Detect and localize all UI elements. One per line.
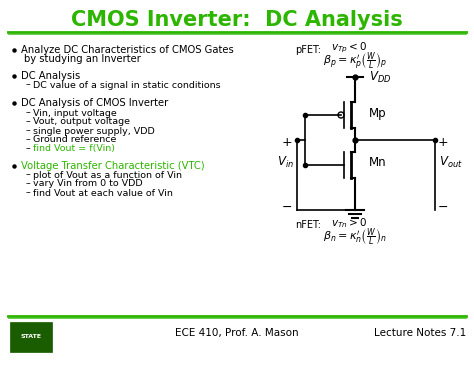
Text: STATE: STATE [20,335,42,340]
Text: –: – [26,171,31,179]
Text: Mn: Mn [369,157,387,169]
Text: –: – [26,179,31,188]
Text: nFET:: nFET: [295,220,321,230]
Text: $V_{DD}$: $V_{DD}$ [369,70,392,85]
Text: find Vout = f(Vin): find Vout = f(Vin) [33,145,115,153]
Text: –: – [26,145,31,153]
Text: find Vout at each value of Vin: find Vout at each value of Vin [33,188,173,198]
Text: Vin, input voltage: Vin, input voltage [33,108,117,117]
Text: –: – [26,135,31,145]
Text: Lecture Notes 7.1: Lecture Notes 7.1 [374,328,466,338]
Text: $V_{out}$: $V_{out}$ [439,154,463,169]
Text: Voltage Transfer Characteristic (VTC): Voltage Transfer Characteristic (VTC) [21,161,205,171]
Text: CMOS Inverter:  DC Analysis: CMOS Inverter: DC Analysis [71,10,403,30]
Text: –: – [26,188,31,198]
Text: DC Analysis: DC Analysis [21,71,80,81]
Text: DC Analysis of CMOS Inverter: DC Analysis of CMOS Inverter [21,98,168,108]
Text: vary Vin from 0 to VDD: vary Vin from 0 to VDD [33,179,143,188]
Text: –: – [26,108,31,117]
Text: single power supply, VDD: single power supply, VDD [33,127,155,135]
Text: ECE 410, Prof. A. Mason: ECE 410, Prof. A. Mason [175,328,299,338]
Text: –: – [26,117,31,127]
Text: $v_{Tn} > 0$: $v_{Tn} > 0$ [331,216,367,230]
Text: $\beta_n = \kappa^\prime_n \left(\frac{W}{L}\right)_n$: $\beta_n = \kappa^\prime_n \left(\frac{W… [323,227,387,247]
Text: plot of Vout as a function of Vin: plot of Vout as a function of Vin [33,171,182,179]
Text: −: − [438,201,448,213]
Text: Mp: Mp [369,107,387,120]
Text: $v_{Tp} < 0$: $v_{Tp} < 0$ [331,41,367,55]
Text: −: − [282,201,292,213]
Text: –: – [26,127,31,135]
Text: Vout, output voltage: Vout, output voltage [33,117,130,127]
Text: pFET:: pFET: [295,45,321,55]
Text: +: + [438,137,448,149]
Text: Ground reference: Ground reference [33,135,117,145]
Text: +: + [282,137,292,149]
Text: $\beta_p = \kappa^\prime_p \left(\frac{W}{L}\right)_p$: $\beta_p = \kappa^\prime_p \left(\frac{W… [323,51,387,73]
Text: by studying an Inverter: by studying an Inverter [24,54,141,64]
Text: –: – [26,81,31,90]
FancyBboxPatch shape [10,322,52,352]
Text: Analyze DC Characteristics of CMOS Gates: Analyze DC Characteristics of CMOS Gates [21,45,234,55]
Text: $V_{in}$: $V_{in}$ [277,154,294,169]
Text: DC value of a signal in static conditions: DC value of a signal in static condition… [33,81,220,90]
